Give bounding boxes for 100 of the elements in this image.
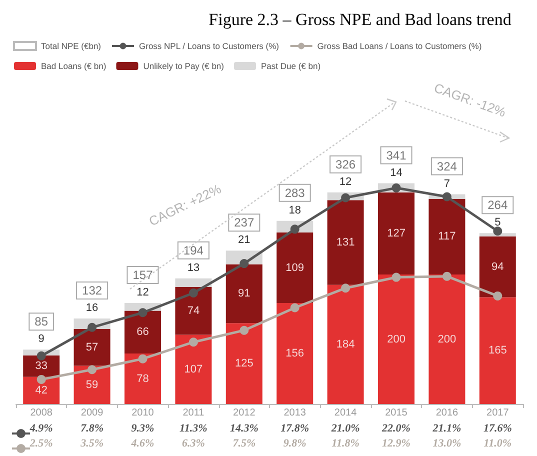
legend-label: Total NPE (€bn) [41,41,102,51]
point [493,291,502,300]
bar [175,278,212,287]
chart-title: Figure 2.3 – Gross NPE and Bad loans trend [208,10,512,29]
data-label: 66 [136,326,149,338]
legend-label: Unlikely to Pay (€ bn) [143,61,224,71]
point [240,326,249,335]
bar [124,310,161,354]
data-label: 7 [444,178,450,190]
point [240,259,249,268]
data-label: 12 [136,286,149,299]
total-label: 85 [34,314,48,329]
x-tick-label: 2008 [30,408,53,418]
data-label: 9.3% [131,422,154,434]
total-label: 326 [336,157,356,172]
bar [327,200,364,285]
legend-label: Bad Loans (€ bn) [41,61,106,71]
data-label: 165 [488,344,507,357]
bar [124,354,161,404]
total-label: 324 [436,159,458,174]
x-tick-label: 2017 [486,408,510,418]
data-label: 11.0% [484,438,512,450]
data-label: 17.8% [280,422,310,434]
bar [479,297,516,404]
data-label: 107 [184,363,203,376]
point [442,272,452,281]
total-label: 132 [82,284,102,298]
point [138,308,148,318]
data-label: 9 [38,333,44,346]
bar [74,328,110,366]
x-tick-label: 2014 [334,408,358,418]
total-label: 237 [234,216,254,230]
data-label: 3.5% [80,438,104,450]
data-label: 21 [238,234,250,246]
point [88,365,97,374]
bar [276,303,314,404]
x-tick-label: 2009 [80,408,104,418]
data-label: 131 [336,236,355,249]
point [493,226,502,236]
data-label: 21.0% [330,422,360,434]
bar [428,198,466,275]
data-label: 9.8% [283,438,306,450]
point [188,288,198,298]
total-label: 341 [386,148,407,162]
data-label: 6.3% [182,438,205,450]
bar [226,323,262,404]
data-label: 2.5% [28,438,53,450]
data-label: 200 [387,333,406,346]
data-label: 33 [35,360,48,372]
data-label: 117 [438,230,456,243]
data-label: 4.9% [28,422,53,434]
data-label: 14.3% [230,422,258,434]
point [290,303,300,312]
point [36,374,46,384]
data-label: 4.6% [130,438,154,450]
data-label: 21.1% [432,422,462,434]
point [392,272,401,282]
data-label: 184 [336,338,355,350]
data-label: 11.8% [332,438,360,450]
legend-label: Gross Bad Loans / Loans to Customers (%) [317,41,482,51]
data-label: 11.3% [180,422,208,434]
data-label: 18 [288,204,301,216]
data-label: 22.0% [381,422,410,434]
data-label: 91 [238,288,250,300]
data-label: 13 [187,262,200,274]
point [138,354,148,364]
data-label: 78 [136,372,149,385]
data-label: 17.6% [483,422,512,434]
bar [226,264,262,324]
bar [276,232,314,304]
data-label: 14 [390,166,402,179]
data-label: 57 [86,341,98,354]
x-tick-label: 2010 [132,408,154,418]
data-label: 12.9% [382,438,410,450]
data-label: 109 [286,262,304,274]
x-tick-label: 2015 [385,408,408,418]
data-label: 7.5% [232,438,256,450]
text: CAGR: -12% [432,80,508,120]
bar [378,192,414,275]
x-tick-label: 2011 [182,408,205,418]
bar [378,274,414,404]
bar [327,284,364,404]
data-label: 5 [494,216,501,229]
data-label: 59 [86,378,98,391]
total-label: 157 [132,268,154,282]
point [341,284,350,293]
data-label: 125 [234,358,254,370]
data-label: 156 [286,348,304,360]
data-label: 16 [86,302,98,314]
bar [479,236,516,298]
point [341,193,350,202]
data-label: 74 [187,304,200,317]
total-label: 264 [488,198,508,212]
data-label: 13.0% [432,438,462,450]
bar [175,334,212,404]
data-label: 127 [387,227,406,240]
bar [428,274,466,404]
x-tick-label: 2016 [436,408,459,418]
legend-label: Past Due (€ bn) [260,61,321,71]
x-tick-label: 2013 [284,408,306,418]
